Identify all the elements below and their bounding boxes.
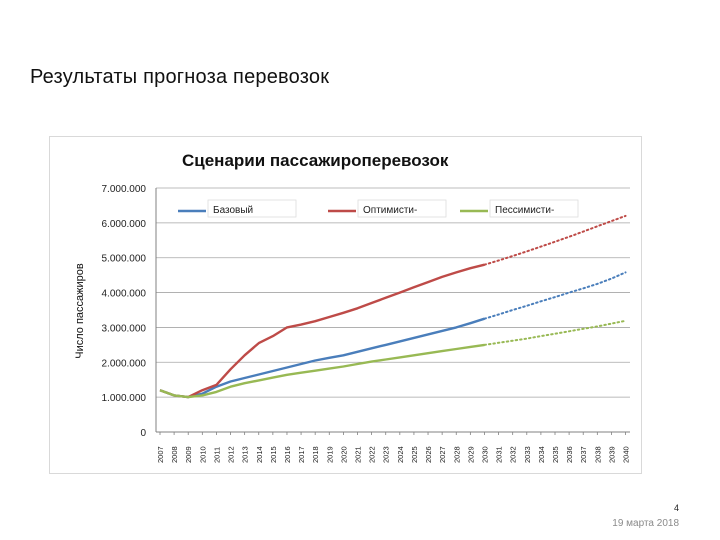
y-tick-label: 2.000.000 <box>102 358 147 369</box>
x-tick-label: 2023 <box>382 446 391 463</box>
series-lines <box>159 214 627 399</box>
y-axis-label: Число пассажиров <box>74 263 86 359</box>
x-tick-label: 2033 <box>523 446 532 463</box>
x-tick-label: 2010 <box>198 446 207 463</box>
legend-label-box <box>489 199 579 218</box>
series-line-solid <box>159 317 485 399</box>
series-line-solid <box>159 343 485 399</box>
x-tick-label: 2028 <box>452 446 461 463</box>
x-tick-label: 2007 <box>156 446 165 463</box>
x-tick-label: 2025 <box>410 446 419 463</box>
x-tick-label: 2011 <box>212 447 221 463</box>
x-tick-label: 2014 <box>255 446 264 463</box>
x-tick-label: 2017 <box>297 446 306 463</box>
legend: Базовый Оптимисти- Пессимисти- <box>178 199 579 218</box>
x-tick-label: 2040 <box>622 446 631 463</box>
x-tick-label: 2009 <box>184 446 193 463</box>
legend-entry-label: Пессимисти- <box>495 205 554 216</box>
gridlines <box>156 187 630 398</box>
legend-entry-label: Оптимисти- <box>363 205 417 216</box>
legend-entry-label: Базовый <box>213 205 253 216</box>
y-tick-label: 1.000.000 <box>102 393 147 404</box>
series-line-solid <box>159 263 485 399</box>
legend-label-box <box>357 199 447 218</box>
x-tick-label: 2018 <box>311 446 320 463</box>
x-tick-label: 2015 <box>269 446 278 463</box>
chart-title: Сценарии пассажироперевозок <box>182 151 449 170</box>
x-tick-label: 2030 <box>480 446 489 463</box>
x-tick-label: 2012 <box>227 446 236 463</box>
chart-container: Сценарии пассажироперевозок Число пассаж… <box>49 136 642 474</box>
y-tick-label: 6.000.000 <box>102 219 147 230</box>
x-tick-label: 2031 <box>495 446 504 463</box>
x-tick-label: 2022 <box>368 446 377 463</box>
x-tick-label: 2016 <box>283 446 292 463</box>
x-tick-label: 2021 <box>354 446 363 463</box>
line-chart: Сценарии пассажироперевозок Число пассаж… <box>74 151 631 463</box>
x-tick-label: 2020 <box>339 446 348 463</box>
x-tick-label: 2026 <box>424 446 433 463</box>
y-tick-label: 4.000.000 <box>102 289 147 300</box>
x-tick-label: 2035 <box>551 446 560 463</box>
x-tick-label: 2034 <box>537 446 546 463</box>
x-tick-label: 2029 <box>466 446 475 463</box>
x-tick-label: 2024 <box>396 446 405 463</box>
slide-date: 19 марта 2018 <box>612 518 679 529</box>
y-tick-label: 3.000.000 <box>102 323 147 334</box>
series-line-forecast <box>483 319 627 346</box>
x-tick-label: 2039 <box>607 446 616 463</box>
axes: 0 1.000.000 2.000.000 3.000.000 4.000.000 5.0… <box>102 184 631 463</box>
x-tick-label: 2019 <box>325 446 334 463</box>
x-tick-label: 2013 <box>241 446 250 463</box>
legend-label-box <box>207 199 297 218</box>
x-tick-label: 2036 <box>565 446 574 463</box>
x-tick-label: 2037 <box>579 446 588 463</box>
series-line-forecast <box>483 214 627 266</box>
y-tick-label: 5.000.000 <box>102 254 147 265</box>
x-tick-label: 2008 <box>170 446 179 463</box>
x-tick-label: 2027 <box>438 446 447 463</box>
x-tick-label: 2038 <box>593 446 602 463</box>
y-tick-label: 0 <box>140 428 146 439</box>
y-tick-label: 7.000.000 <box>102 184 147 195</box>
series-line-forecast <box>483 271 627 320</box>
page-number: 4 <box>673 503 679 513</box>
x-tick-label: 2032 <box>509 446 518 463</box>
slide-title: Результаты прогноза перевозок <box>30 66 330 88</box>
